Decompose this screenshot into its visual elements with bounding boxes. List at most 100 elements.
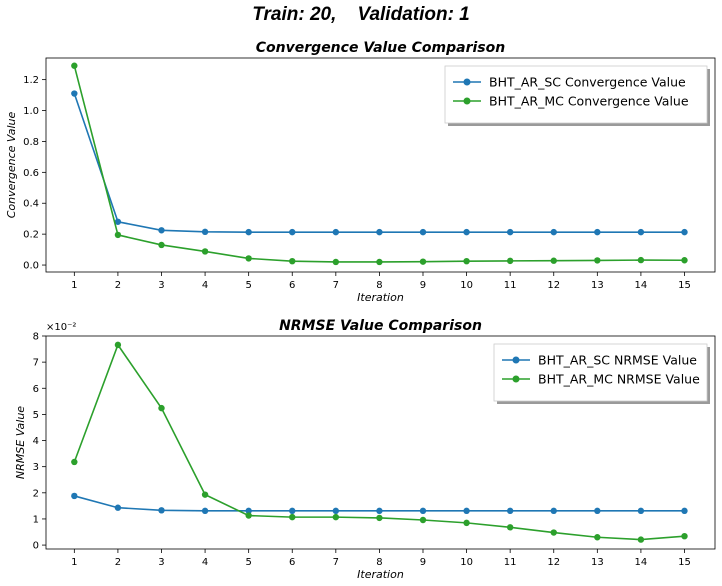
legend-label: BHT_AR_MC NRMSE Value [538,372,700,387]
x-tick-label: 6 [289,557,295,568]
data-point [158,241,165,249]
data-point [594,257,601,264]
y-tick-label: 1 [33,514,39,525]
y-tick-label: 7 [33,358,39,369]
data-point [201,228,209,236]
data-point [463,257,470,265]
data-point [245,255,252,262]
data-point [71,458,78,466]
x-tick-label: 2 [115,280,121,291]
legend-box [493,343,708,402]
data-point [681,257,688,264]
y-tick-label: 4 [33,436,39,447]
data-point [114,504,122,511]
data-point [114,341,122,349]
y-tick-label: 8 [33,332,39,343]
x-tick-label: 8 [376,557,382,568]
x-tick-label: 9 [420,557,426,568]
legend-box [444,65,708,124]
data-point [594,507,601,515]
data-point [637,507,645,515]
data-point [376,507,383,515]
y-tick-label: 0.2 [23,230,39,241]
x-tick-label: 13 [591,280,604,291]
y-tick-label: 2 [33,488,39,499]
x-tick-label: 2 [115,557,121,568]
data-point [376,258,383,266]
data-point [550,228,557,236]
plot-frame [45,335,716,550]
data-point [506,257,514,265]
y-tick-label: 0.4 [23,199,39,210]
data-point [71,492,78,500]
data-point [332,258,340,266]
data-point [158,227,165,234]
plot-frame [45,57,716,273]
data-point [332,228,340,236]
data-point [71,62,78,69]
data-point [289,507,296,515]
data-point [245,228,252,236]
data-point [419,516,427,524]
x-axis-label: Iteration [357,291,404,304]
x-tick-label: 3 [158,557,164,568]
data-point [71,90,78,97]
data-point [594,228,601,236]
x-tick-label: 9 [420,280,426,291]
y-tick-label: 3 [33,462,39,473]
data-point [506,524,514,531]
legend-marker [463,78,471,86]
x-tick-label: 12 [547,557,560,568]
data-point [332,513,340,521]
x-tick-label: 15 [678,557,691,568]
x-tick-label: 14 [635,557,648,568]
y-tick-label: 6 [33,384,39,395]
data-point [550,529,557,536]
data-point [637,256,645,264]
data-point [289,257,296,265]
x-tick-label: 15 [678,280,691,291]
data-point [114,218,122,225]
data-point [681,228,688,236]
legend-label: BHT_AR_SC NRMSE Value [538,353,697,368]
chart-title: Convergence Value Comparison [256,40,505,56]
y-offset-text: ×10⁻² [46,322,76,333]
data-point [114,231,122,239]
x-tick-label: 10 [460,280,473,291]
x-tick-label: 7 [333,557,339,568]
y-tick-label: 0.8 [23,137,39,148]
data-point [506,228,514,236]
x-tick-label: 4 [202,280,208,291]
x-tick-label: 11 [504,557,517,568]
data-point [463,507,470,515]
legend-label: BHT_AR_MC Convergence Value [489,94,689,109]
data-point [376,514,383,522]
y-tick-label: 0.0 [23,261,39,272]
chart-title: NRMSE Value Comparison [279,318,482,334]
y-tick-label: 1.2 [23,75,39,86]
data-point [637,228,645,236]
data-point [594,534,601,541]
x-tick-label: 6 [289,280,295,291]
y-tick-label: 5 [33,410,39,421]
data-point [158,507,165,514]
x-tick-label: 4 [202,557,208,568]
data-point [550,257,557,264]
y-axis-label: NRMSE Value [14,406,27,479]
data-point [201,507,209,515]
data-point [158,404,165,412]
data-point [376,228,383,236]
y-axis-label: Convergence Value [5,111,18,218]
data-point [245,507,252,515]
data-point [419,258,427,265]
x-tick-label: 10 [460,557,473,568]
data-point [463,519,470,527]
data-point [332,507,340,515]
data-point [681,532,688,540]
legend-label: BHT_AR_SC Convergence Value [489,75,686,90]
x-tick-label: 14 [635,280,648,291]
data-point [245,512,252,519]
x-axis-label: Iteration [357,568,404,581]
